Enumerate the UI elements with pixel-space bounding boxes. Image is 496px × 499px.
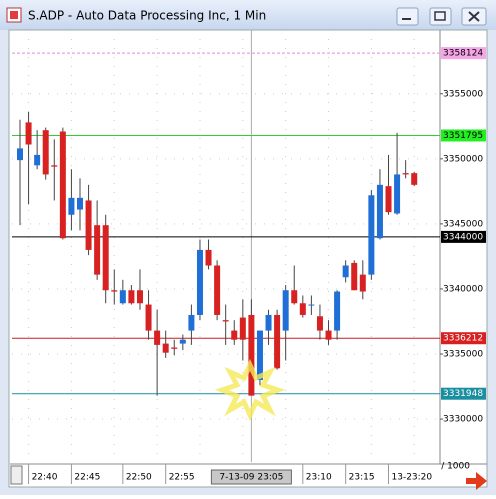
candle-body xyxy=(171,347,178,349)
candle-body xyxy=(214,265,221,315)
candle-body xyxy=(76,197,83,210)
candle-body xyxy=(231,330,238,340)
candle-body xyxy=(222,320,229,322)
candle-body xyxy=(402,173,409,175)
maximize-glyph xyxy=(434,11,446,21)
y-tick-label: 3335000 xyxy=(443,350,483,360)
level-label: 3351795 xyxy=(443,131,483,141)
x-tick-label: 23:10 xyxy=(306,473,332,483)
chart-panel xyxy=(8,29,488,488)
x-tick-label: 22:40 xyxy=(32,473,58,483)
level-label-bg xyxy=(441,387,486,400)
candle-body xyxy=(85,200,92,250)
level-label: 3331948 xyxy=(443,389,483,399)
level-label-bg xyxy=(441,230,486,243)
candle-body xyxy=(128,290,135,304)
x-tick-label: 22:45 xyxy=(74,473,100,483)
y-tick-label: 3340000 xyxy=(443,284,483,294)
candle-body xyxy=(136,290,143,304)
candle-body xyxy=(342,265,349,278)
candle-body xyxy=(325,330,332,340)
level-label: 3358124 xyxy=(443,49,483,59)
y-tick-label: 3330000 xyxy=(443,415,483,425)
level-label: 3336212 xyxy=(443,334,483,344)
app-icon-inner xyxy=(10,11,18,19)
crosshair-label: 7-13-09 23:05 xyxy=(219,473,283,483)
candle-body xyxy=(299,303,306,315)
candle-body xyxy=(179,339,186,344)
level-label-bg xyxy=(441,47,486,60)
candle-body xyxy=(196,249,203,315)
level-label-bg xyxy=(441,332,486,345)
candle-body xyxy=(17,148,23,161)
candle-body xyxy=(376,184,383,239)
candle-body xyxy=(282,290,289,331)
candle-body xyxy=(411,173,418,185)
candle-body xyxy=(154,330,161,345)
candle-body xyxy=(239,317,246,340)
candle-body xyxy=(359,274,366,292)
candle-body xyxy=(291,290,298,304)
candle-body xyxy=(162,343,169,353)
maximize-button[interactable] xyxy=(429,7,452,26)
x-tick-label: 22:50 xyxy=(126,473,152,483)
candle-body xyxy=(145,304,152,331)
candle-body xyxy=(385,186,392,213)
level-label: 3344000 xyxy=(443,232,483,242)
scroll-arrow[interactable] xyxy=(466,472,487,490)
y-tick-label: 3350000 xyxy=(443,154,483,164)
candle-body xyxy=(59,131,66,239)
x-tick-label: 23:15 xyxy=(349,473,375,483)
candle-body xyxy=(94,225,101,275)
level-label-bg xyxy=(441,129,486,142)
close-glyph xyxy=(468,11,480,22)
candle-body xyxy=(25,122,32,145)
candle-body xyxy=(351,262,358,291)
candle-body xyxy=(51,165,58,167)
candle-body xyxy=(205,249,212,266)
minimize-glyph xyxy=(402,18,411,20)
scale-label: / 1000 xyxy=(441,462,470,472)
candle-body xyxy=(248,314,255,396)
window-title: S.ADP - Auto Data Processing Inc, 1 Min xyxy=(28,9,266,23)
candle-body xyxy=(119,290,126,304)
crosshair-label-bg xyxy=(210,469,292,485)
candle-body xyxy=(334,291,341,331)
candle-body xyxy=(68,197,75,215)
candle-body xyxy=(256,330,263,381)
minimize-button[interactable] xyxy=(396,7,419,26)
candle-body xyxy=(34,154,41,166)
x-tick-label: 22:55 xyxy=(169,473,195,483)
candle-body xyxy=(274,314,281,369)
candle-body xyxy=(111,290,118,292)
candle-body xyxy=(308,304,315,306)
candle-body xyxy=(394,174,401,214)
candle-body xyxy=(265,314,272,331)
window-buttons[interactable] xyxy=(396,7,487,26)
y-tick-label: 3345000 xyxy=(443,219,483,229)
candle-body xyxy=(42,130,49,175)
candle-body xyxy=(316,316,323,331)
y-tick-label: 3355000 xyxy=(443,89,483,99)
click-burst xyxy=(214,359,286,421)
candle-body xyxy=(102,225,109,291)
candle-body xyxy=(368,195,375,275)
x-tick-label: 13-23:20 xyxy=(392,473,433,483)
scroll-handle[interactable] xyxy=(10,465,23,485)
candle-body xyxy=(188,314,195,331)
